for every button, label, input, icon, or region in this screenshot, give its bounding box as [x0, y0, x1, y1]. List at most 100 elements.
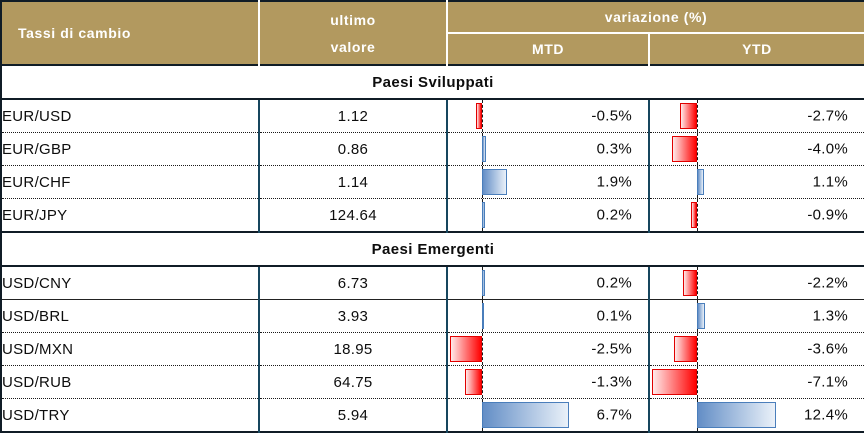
- mtd-bar-area: -2.5%: [448, 333, 648, 365]
- last-value-cell: 3.93: [258, 299, 447, 333]
- table-row: EUR/USD 1.12 -0.5% -2.7%: [1, 99, 864, 133]
- section-title: Paesi Sviluppati: [1, 64, 864, 100]
- mtd-data-bar: [482, 270, 485, 296]
- currency-pair-cell: USD/RUB: [1, 365, 259, 399]
- last-value-cell: 1.12: [258, 99, 447, 133]
- ytd-value: -2.7%: [807, 107, 849, 125]
- currency-pair-cell: EUR/USD: [1, 99, 259, 133]
- last-value-cell: 5.94: [258, 398, 447, 432]
- zero-axis: [482, 366, 483, 398]
- zero-axis: [482, 100, 483, 132]
- mtd-value: 6.7%: [596, 406, 632, 424]
- ytd-bar-area: 1.3%: [650, 300, 864, 332]
- mtd-value: -1.3%: [591, 373, 632, 391]
- header-last-value-line2: valore: [330, 38, 376, 55]
- mtd-bar-area: -1.3%: [448, 366, 648, 398]
- last-value-cell: 64.75: [258, 365, 447, 399]
- table-row: USD/RUB 64.75 -1.3% -7.1%: [1, 365, 864, 399]
- last-value-cell: 0.86: [258, 132, 447, 166]
- header-last-value-label: ultimo valore: [259, 1, 448, 65]
- section-row: Paesi Emergenti: [1, 231, 864, 267]
- table-row: EUR/CHF 1.14 1.9% 1.1%: [1, 165, 864, 199]
- ytd-data-bar: [680, 103, 697, 129]
- zero-axis: [697, 100, 698, 132]
- last-value-cell: 124.64: [258, 198, 447, 232]
- mtd-value: 0.3%: [596, 140, 632, 158]
- ytd-value: 12.4%: [803, 406, 849, 424]
- header-mtd-label: MTD: [447, 33, 649, 65]
- currency-pair-cell: EUR/JPY: [1, 198, 259, 232]
- ytd-data-bar: [674, 336, 697, 362]
- ytd-value: -7.1%: [807, 373, 849, 391]
- ytd-cell: -4.0%: [647, 132, 864, 166]
- mtd-cell: -1.3%: [446, 365, 649, 399]
- mtd-data-bar: [482, 202, 485, 228]
- ytd-data-bar: [683, 270, 697, 296]
- last-value-cell: 6.73: [258, 266, 447, 300]
- ytd-cell: -2.2%: [647, 266, 864, 300]
- mtd-bar-area: 0.3%: [448, 133, 648, 165]
- currency-pair-cell: USD/BRL: [1, 299, 259, 333]
- mtd-value: -2.5%: [591, 340, 632, 358]
- ytd-cell: 1.3%: [647, 299, 864, 333]
- zero-axis: [697, 333, 698, 365]
- ytd-bar-area: 12.4%: [650, 399, 864, 431]
- header-last-value-line1: ultimo: [330, 11, 376, 28]
- mtd-data-bar: [476, 103, 482, 129]
- ytd-bar-area: -3.6%: [650, 333, 864, 365]
- zero-axis: [482, 333, 483, 365]
- table-row: EUR/GBP 0.86 0.3% -4.0%: [1, 132, 864, 166]
- header-variation-label: variazione (%): [447, 1, 864, 34]
- mtd-cell: 6.7%: [446, 398, 649, 432]
- zero-axis: [697, 267, 698, 299]
- mtd-data-bar: [482, 136, 486, 162]
- ytd-bar-area: 1.1%: [650, 166, 864, 198]
- zero-axis: [697, 366, 698, 398]
- mtd-bar-area: 0.2%: [448, 267, 648, 299]
- mtd-cell: 1.9%: [446, 165, 649, 199]
- header-rates-label: Tassi di cambio: [1, 1, 260, 65]
- ytd-bar-area: -7.1%: [650, 366, 864, 398]
- ytd-bar-area: -2.7%: [650, 100, 864, 132]
- mtd-value: 1.9%: [596, 173, 632, 191]
- mtd-cell: 0.2%: [446, 198, 649, 232]
- mtd-bar-area: 6.7%: [448, 399, 648, 431]
- ytd-value: -3.6%: [807, 340, 849, 358]
- ytd-data-bar: [697, 169, 704, 195]
- mtd-bar-area: 0.2%: [448, 199, 648, 231]
- currency-pair-cell: USD/TRY: [1, 398, 259, 432]
- mtd-cell: 0.3%: [446, 132, 649, 166]
- ytd-bar-area: -0.9%: [650, 199, 864, 231]
- currency-pair-cell: EUR/CHF: [1, 165, 259, 199]
- ytd-data-bar: [672, 136, 697, 162]
- section-row: Paesi Sviluppati: [1, 64, 864, 100]
- mtd-cell: 0.1%: [446, 299, 649, 333]
- ytd-data-bar: [697, 303, 705, 329]
- mtd-cell: -2.5%: [446, 332, 649, 366]
- mtd-bar-area: 0.1%: [448, 300, 648, 332]
- ytd-cell: 12.4%: [647, 398, 864, 432]
- table-row: USD/BRL 3.93 0.1% 1.3%: [1, 299, 864, 333]
- table-row: USD/CNY 6.73 0.2% -2.2%: [1, 266, 864, 300]
- ytd-cell: -7.1%: [647, 365, 864, 399]
- table-row: USD/MXN 18.95 -2.5% -3.6%: [1, 332, 864, 366]
- currency-pair-cell: USD/CNY: [1, 266, 259, 300]
- ytd-cell: -2.7%: [647, 99, 864, 133]
- ytd-bar-area: -2.2%: [650, 267, 864, 299]
- mtd-data-bar: [465, 369, 482, 395]
- zero-axis: [697, 133, 698, 165]
- mtd-bar-area: -0.5%: [448, 100, 648, 132]
- ytd-bar-area: -4.0%: [650, 133, 864, 165]
- ytd-value: 1.1%: [812, 173, 849, 191]
- mtd-value: 0.2%: [596, 206, 632, 224]
- currency-pair-cell: USD/MXN: [1, 332, 259, 366]
- ytd-data-bar: [697, 402, 776, 428]
- ytd-value: -2.2%: [807, 274, 849, 292]
- currency-pair-cell: EUR/GBP: [1, 132, 259, 166]
- mtd-value: 0.2%: [596, 274, 632, 292]
- mtd-cell: 0.2%: [446, 266, 649, 300]
- ytd-value: -0.9%: [807, 206, 849, 224]
- mtd-data-bar: [482, 303, 484, 329]
- table-row: USD/TRY 5.94 6.7% 12.4%: [1, 398, 864, 432]
- mtd-data-bar: [450, 336, 482, 362]
